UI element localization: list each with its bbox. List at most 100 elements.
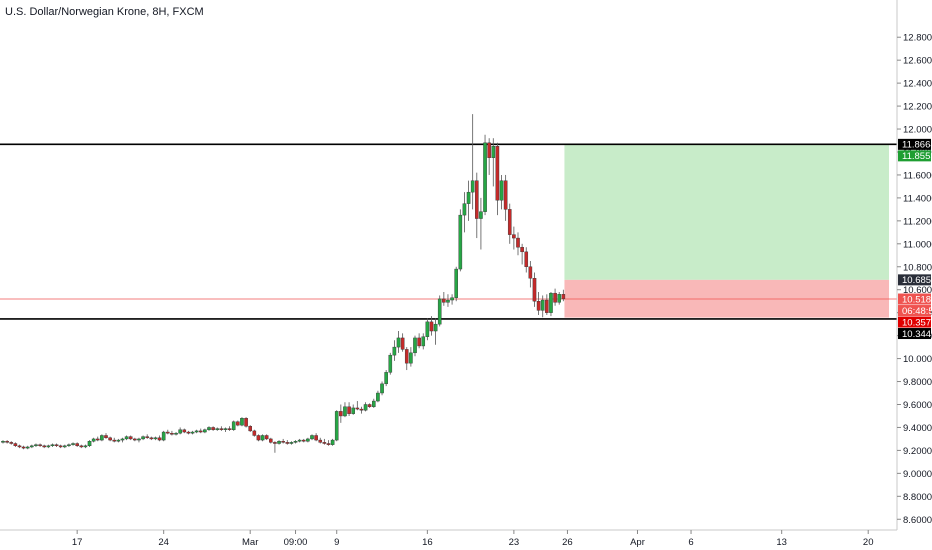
candle-body bbox=[454, 268, 459, 298]
candle bbox=[301, 438, 306, 443]
candle-body bbox=[244, 418, 248, 427]
candle bbox=[446, 294, 450, 307]
candle-body bbox=[322, 442, 327, 444]
x-tick-label: 17 bbox=[72, 537, 83, 548]
candle-body bbox=[100, 435, 104, 441]
candle-body bbox=[211, 427, 215, 430]
price-badge-label: 10.68588 bbox=[902, 275, 932, 286]
candle-body bbox=[499, 180, 504, 201]
candle bbox=[5, 440, 9, 444]
candle-body bbox=[227, 428, 232, 430]
candle bbox=[145, 434, 150, 439]
candle-body bbox=[120, 438, 125, 441]
candle-body bbox=[186, 431, 191, 434]
x-tick-label: Mar bbox=[242, 537, 258, 548]
candle bbox=[161, 430, 166, 442]
price-badges: 11.8664811.85535 10.68588 10.5188206:48:54… bbox=[898, 138, 932, 340]
candle-body bbox=[95, 438, 100, 441]
candle-body bbox=[79, 445, 84, 448]
candle bbox=[104, 433, 108, 439]
price-badge-bg bbox=[898, 274, 931, 286]
horizontal-lines[interactable] bbox=[0, 143, 897, 320]
candle bbox=[211, 426, 215, 431]
candle-body bbox=[413, 337, 417, 354]
candle-body bbox=[326, 443, 331, 445]
candle bbox=[21, 445, 26, 450]
candle-body bbox=[301, 439, 306, 442]
candle-body bbox=[170, 432, 174, 435]
candle bbox=[256, 434, 261, 442]
candle bbox=[137, 437, 141, 443]
candle bbox=[495, 142, 500, 216]
candle-body bbox=[231, 421, 236, 430]
price-badge: 11.85535 bbox=[898, 150, 932, 162]
candle-body bbox=[178, 429, 182, 434]
candle bbox=[466, 180, 471, 221]
y-tick-label: 10.60000 bbox=[903, 285, 932, 296]
candle-body bbox=[273, 442, 277, 444]
candle bbox=[297, 438, 302, 443]
candle-body bbox=[240, 418, 244, 426]
candle-body bbox=[450, 297, 454, 301]
candle bbox=[170, 430, 174, 436]
candle-body bbox=[339, 411, 343, 417]
price-badge-label: 10.35733 bbox=[902, 317, 932, 328]
candle bbox=[367, 403, 372, 408]
candle-body bbox=[219, 428, 224, 430]
price-badge-bg bbox=[898, 316, 931, 328]
profit-zone[interactable] bbox=[564, 144, 889, 280]
candle bbox=[157, 435, 162, 442]
candle-body bbox=[207, 427, 211, 430]
candle bbox=[528, 261, 533, 288]
candle-body bbox=[318, 439, 323, 443]
candle bbox=[227, 426, 232, 431]
candle bbox=[454, 266, 459, 302]
candle-body bbox=[264, 435, 269, 440]
time-axis[interactable]: 17 24 Mar 09:00 9 16 23 26 Apr 6 13 20 bbox=[72, 530, 874, 548]
candle bbox=[63, 444, 67, 449]
candle-body bbox=[409, 352, 413, 364]
candle-body bbox=[46, 445, 51, 448]
candle-body bbox=[190, 431, 195, 434]
candle bbox=[17, 444, 22, 449]
candle bbox=[306, 437, 310, 443]
candle-body bbox=[343, 406, 347, 417]
candle bbox=[310, 434, 314, 441]
price-badge: 10.68588 bbox=[898, 274, 932, 286]
candle-body bbox=[520, 247, 524, 253]
candle-body bbox=[376, 392, 380, 402]
candle-body bbox=[91, 438, 96, 442]
candle bbox=[557, 292, 561, 305]
y-tick-label: 11.60000 bbox=[903, 170, 932, 181]
y-tick-label: 12.60000 bbox=[903, 56, 932, 67]
y-tick-label: 12.40000 bbox=[903, 79, 932, 90]
candle-body bbox=[83, 445, 88, 448]
price-badge-bg bbox=[898, 328, 931, 340]
candle bbox=[248, 425, 253, 433]
candle-body bbox=[63, 445, 67, 448]
candle bbox=[561, 289, 566, 302]
candle bbox=[75, 442, 79, 447]
candle bbox=[67, 443, 71, 447]
candle bbox=[549, 292, 553, 317]
candle bbox=[87, 440, 92, 447]
candle-body bbox=[310, 435, 314, 440]
candle bbox=[124, 435, 129, 441]
candle-body bbox=[503, 180, 508, 210]
candle bbox=[479, 197, 483, 250]
candle bbox=[264, 434, 269, 441]
candle bbox=[244, 417, 248, 428]
candle-body bbox=[446, 299, 450, 303]
price-badge-label: 11.85535 bbox=[902, 151, 932, 162]
candle-body bbox=[289, 442, 294, 444]
candle bbox=[343, 402, 347, 418]
x-tick-label: 23 bbox=[509, 537, 520, 548]
candle-body bbox=[359, 408, 364, 411]
y-tick-label: 11.00000 bbox=[903, 239, 932, 250]
candle bbox=[413, 335, 417, 357]
candle bbox=[499, 174, 504, 210]
candle bbox=[42, 444, 46, 449]
y-tick-label: 11.20000 bbox=[903, 216, 932, 227]
candle bbox=[71, 442, 75, 446]
